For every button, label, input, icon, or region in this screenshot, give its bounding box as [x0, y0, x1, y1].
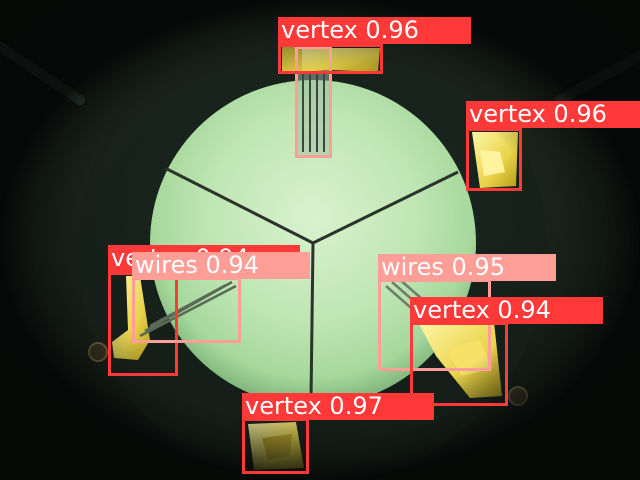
vertex-detection-label: vertex 0.96 — [278, 17, 471, 44]
vertex-detection-label: vertex 0.96 — [466, 101, 640, 128]
vertex-detection-box[interactable] — [242, 418, 309, 474]
wires-detection-label: wires 0.95 — [378, 254, 556, 281]
vertex-detection-label: vertex 0.94 — [410, 297, 603, 324]
wires-detection-box[interactable] — [295, 46, 332, 158]
vertex-detection-box[interactable] — [278, 44, 383, 74]
wires-detection-label: wires 0.94 — [132, 252, 310, 279]
vertex-detection-label: vertex 0.97 — [242, 393, 434, 420]
vertex-detection-box[interactable] — [466, 128, 522, 191]
wires-detection-box[interactable] — [132, 277, 241, 343]
